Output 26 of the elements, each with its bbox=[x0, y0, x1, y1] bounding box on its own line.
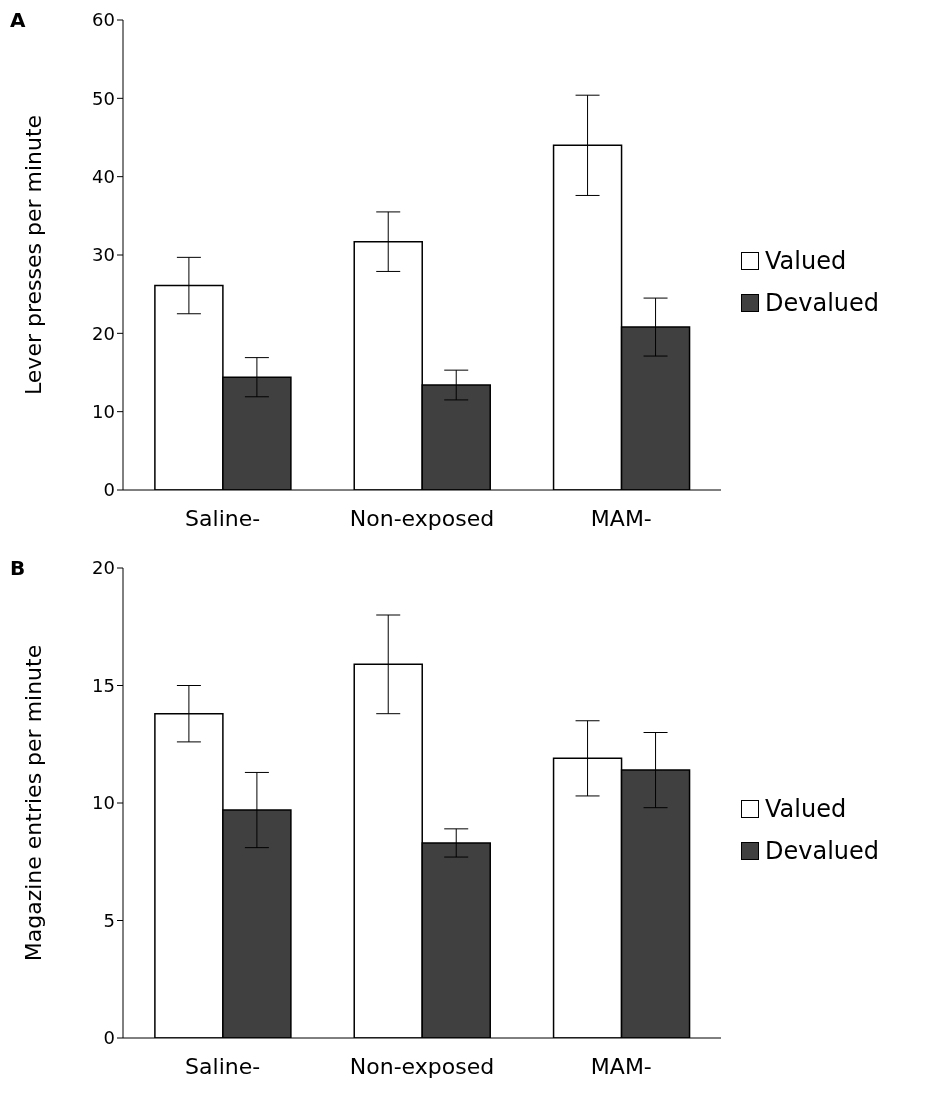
x-tick-label: Saline- bbox=[185, 505, 261, 531]
y-tick-label: 10 bbox=[92, 792, 115, 814]
y-tick-label: 0 bbox=[103, 479, 115, 501]
y-tick-label: 20 bbox=[92, 322, 115, 344]
legend-label: Valued bbox=[765, 247, 847, 275]
y-tick-label: 40 bbox=[92, 166, 115, 188]
y-tick-label: 5 bbox=[103, 909, 115, 931]
y-tick-label: 50 bbox=[92, 87, 115, 109]
legend-label: Devalued bbox=[765, 837, 880, 865]
y-tick-label: 10 bbox=[92, 401, 115, 423]
y-tick-label: 60 bbox=[92, 9, 115, 31]
y-tick-label: 20 bbox=[92, 557, 115, 579]
x-tick-label: Non-exposed bbox=[349, 505, 495, 531]
chart-title: B bbox=[10, 556, 26, 580]
y-tick-label: 15 bbox=[92, 674, 115, 696]
chart-title: A bbox=[10, 8, 26, 32]
y-axis-title: Magazine entries per minute bbox=[20, 644, 46, 962]
x-tick-label: MAM- bbox=[590, 1053, 652, 1079]
y-tick-label: 0 bbox=[103, 1027, 115, 1049]
legend-label: Valued bbox=[765, 795, 847, 823]
y-axis-title: Lever presses per minute bbox=[20, 114, 46, 396]
y-tick-label: 30 bbox=[92, 244, 115, 266]
legend-label: Devalued bbox=[765, 289, 880, 317]
x-tick-label: MAM- bbox=[590, 505, 652, 531]
x-tick-label: Non-exposed bbox=[349, 1053, 495, 1079]
x-tick-label: Saline- bbox=[185, 1053, 261, 1079]
